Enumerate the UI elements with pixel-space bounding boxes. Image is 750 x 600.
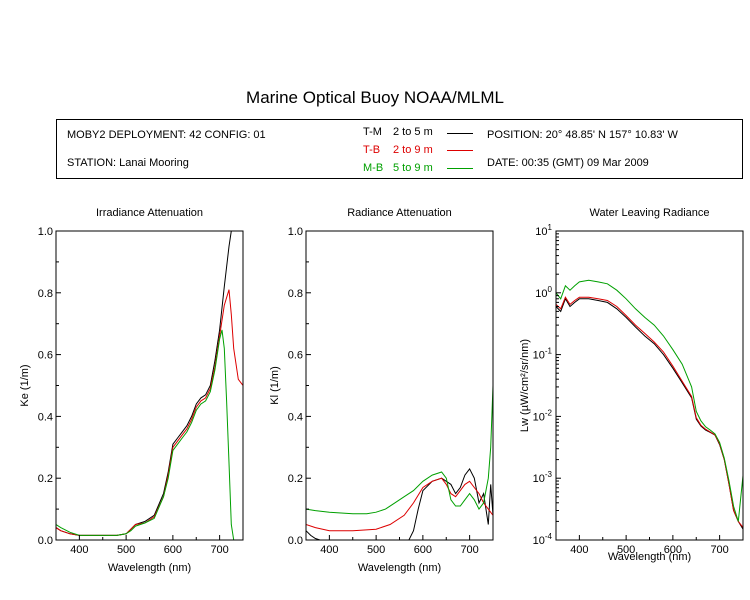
station-text: STATION: Lanai Mooring [67,157,189,169]
chart-title: Radiance Attenuation [347,207,452,219]
series-line-m-b [306,385,493,515]
y-tick-label: 101 [535,223,552,238]
y-tick-label: 0.6 [38,350,53,362]
y-tick-label: 10-4 [533,532,553,547]
series-line-t-b [306,477,493,532]
deployment-text: MOBY2 DEPLOYMENT: 42 CONFIG: 01 [67,129,266,141]
x-tick-label: 400 [70,544,88,556]
y-axis-label: Ke (1/m) [19,364,31,406]
series-line-t-b [56,289,243,536]
y-axis-label: Lw (µW/cm²/sr/nm) [519,339,531,432]
x-axis-label: Wavelength (nm) [358,562,441,574]
y-tick-label: 0.8 [38,288,53,300]
chart-title: Irradiance Attenuation [96,207,203,219]
x-tick-label: 400 [320,544,338,556]
series-line-t-m [306,467,493,540]
series-line-t-m [56,230,232,536]
series-line-m-b [56,329,235,540]
x-axis-label: Wavelength (nm) [108,562,191,574]
position-text: POSITION: 20° 48.85' N 157° 10.83' W [487,129,678,141]
legend-code-tm: T-M [363,126,382,138]
y-tick-label: 0.2 [38,473,53,485]
y-tick-label: 0.8 [288,288,303,300]
y-tick-label: 0.4 [288,411,303,423]
plot-frame [305,230,494,541]
legend-line-tm [447,133,473,134]
legend-range-mb: 5 to 9 m [393,162,433,174]
y-tick-label: 1.0 [38,226,53,238]
series-line-t-m [556,297,743,530]
series-line-m-b [556,279,743,522]
x-tick-label: 600 [414,544,432,556]
y-tick-label: 10-3 [533,470,553,485]
y-tick-label: 0.2 [288,473,303,485]
chart-3: Water Leaving Radiance 400 500 600 700 10-4 10… [519,207,744,563]
legend-line-tb [447,150,473,151]
y-tick-label: 0.6 [288,350,303,362]
x-tick-label: 700 [710,544,728,556]
y-tick-label: 0.0 [288,535,303,547]
y-tick-label: 0.0 [38,535,53,547]
y-tick-label: 10-1 [533,347,553,362]
x-tick-label: 400 [570,544,588,556]
y-tick-label: 0.4 [38,411,53,423]
legend-range-tm: 2 to 5 m [393,126,433,138]
x-tick-label: 500 [617,544,635,556]
x-tick-label: 500 [367,544,385,556]
x-tick-label: 700 [460,544,478,556]
date-text: DATE: 00:35 (GMT) 09 Mar 2009 [487,157,649,169]
legend-line-mb [447,168,473,169]
info-box: MOBY2 DEPLOYMENT: 42 CONFIG: 01 STATION:… [56,119,743,179]
x-tick-label: 600 [164,544,182,556]
y-tick-label: 100 [535,285,552,300]
chart-1: Irradiance Attenuation 400 500 600 700 0.0 0.2… [19,207,244,574]
plot-frame [55,230,244,541]
series-line-t-b [556,296,743,528]
legend-code-mb: M-B [363,162,384,174]
x-tick-label: 600 [664,544,682,556]
x-tick-label: 700 [210,544,228,556]
y-tick-label: 1.0 [288,226,303,238]
x-axis-label: Wavelength (nm) [608,551,691,563]
legend-range-tb: 2 to 9 m [393,144,433,156]
chart-title: Water Leaving Radiance [589,207,709,219]
x-tick-label: 500 [117,544,135,556]
chart-2: Radiance Attenuation 400 500 600 700 0.0 0.2 0.… [269,207,494,574]
y-axis-label: Kl (1/m) [269,366,281,405]
y-tick-label: 10-2 [533,408,553,423]
legend-code-tb: T-B [363,144,381,156]
plot-frame [555,230,744,541]
main-title: Marine Optical Buoy NOAA/MLML [246,88,504,107]
